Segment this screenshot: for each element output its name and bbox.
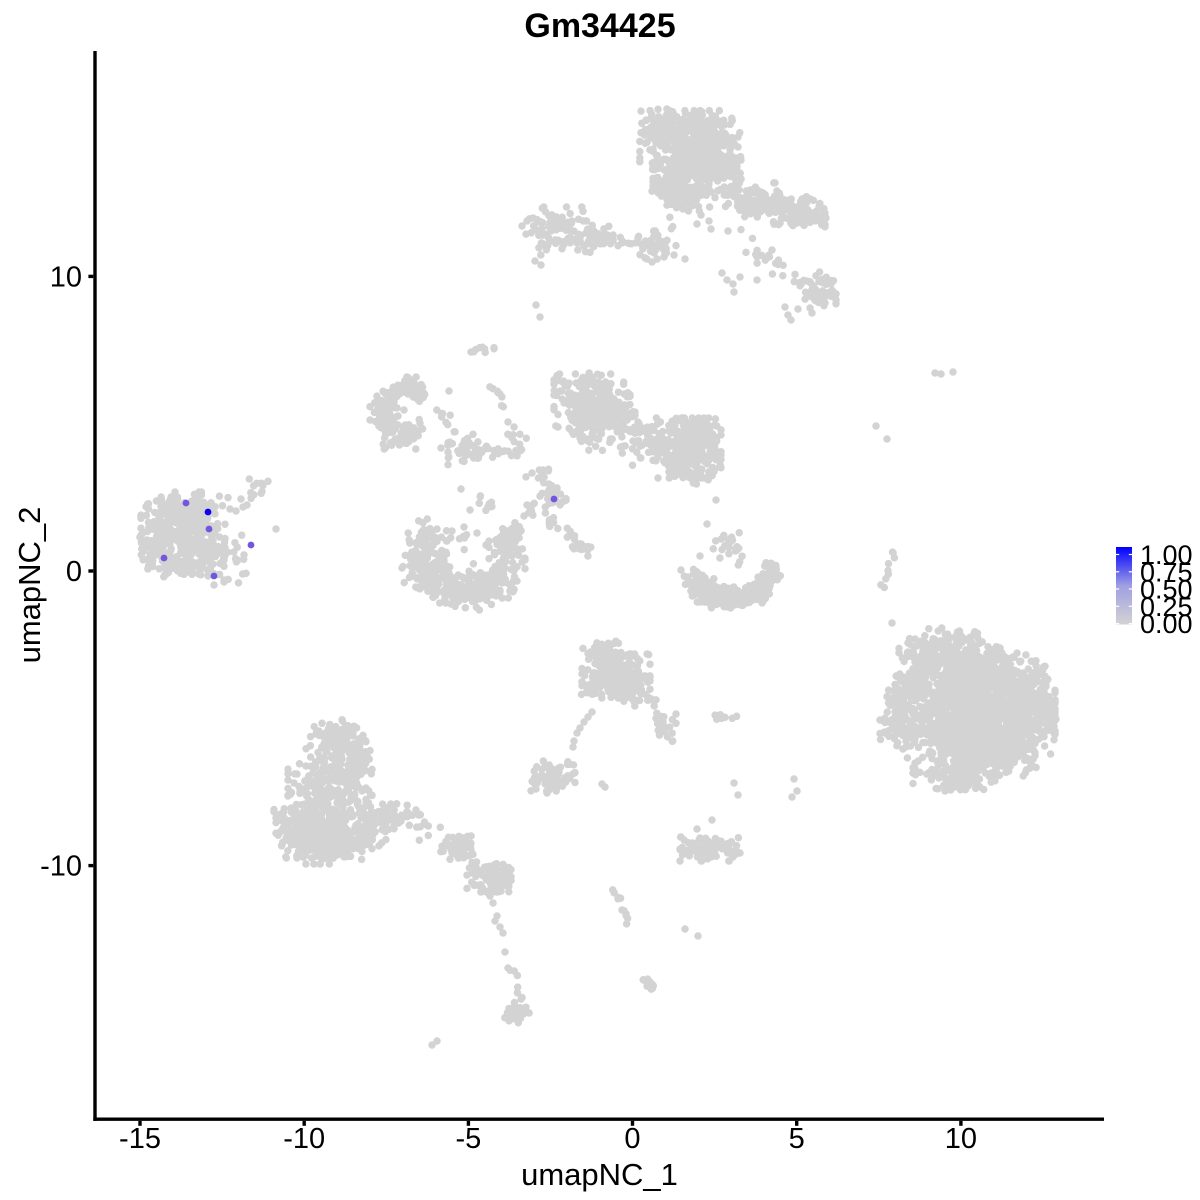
svg-text:Gm34425: Gm34425 — [524, 7, 675, 45]
svg-text:0.25: 0.25 — [1140, 592, 1193, 622]
svg-text:-15: -15 — [119, 1123, 161, 1155]
svg-text:0.50: 0.50 — [1140, 575, 1193, 605]
svg-text:umapNC_1: umapNC_1 — [521, 1157, 678, 1192]
svg-text:10: 10 — [50, 261, 82, 293]
svg-text:-10: -10 — [283, 1123, 325, 1155]
svg-text:0.75: 0.75 — [1140, 557, 1193, 587]
svg-text:-10: -10 — [40, 851, 82, 883]
svg-text:0: 0 — [624, 1123, 640, 1155]
svg-text:umapNC_2: umapNC_2 — [12, 507, 47, 664]
svg-text:1.00: 1.00 — [1140, 540, 1193, 570]
svg-text:0.00: 0.00 — [1140, 609, 1193, 639]
svg-text:0: 0 — [66, 556, 82, 588]
svg-text:-5: -5 — [456, 1123, 482, 1155]
svg-text:5: 5 — [789, 1123, 805, 1155]
svg-text:10: 10 — [945, 1123, 977, 1155]
